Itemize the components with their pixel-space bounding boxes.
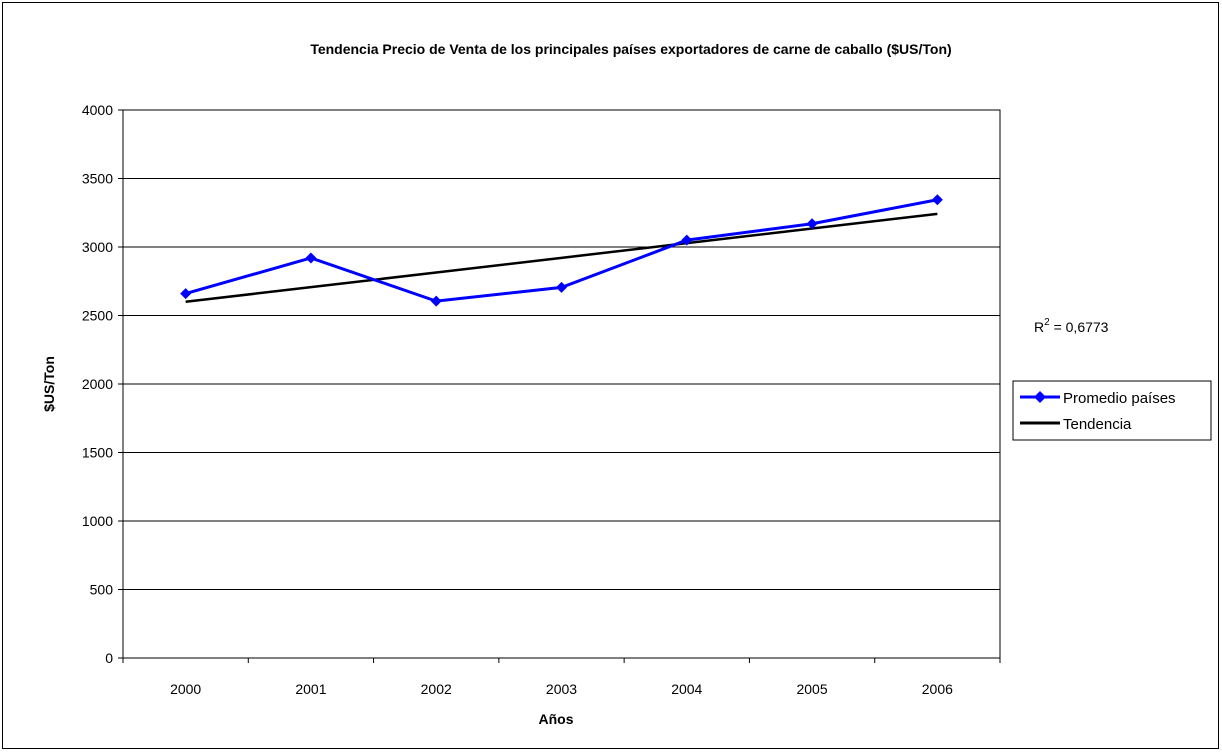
y-tick-label: 1000 [82,513,113,529]
r-squared-value: = 0,6773 [1050,319,1109,335]
series-layer [180,194,943,307]
x-tick-label: 2002 [421,681,452,697]
y-tick-labels: 0 500 1000 1500 2000 2500 3000 3500 4000 [82,102,113,666]
r-squared-superscript: 2 [1044,317,1050,328]
r-squared-annotation: R2 = 0,6773 [1034,317,1109,335]
legend-label-tendencia: Tendencia [1063,416,1132,433]
y-tick-label: 0 [105,650,113,666]
data-point-promedio [305,252,317,264]
y-tick-label: 2500 [82,308,113,324]
y-tick-label: 1500 [82,445,113,461]
y-tick-label: 500 [90,582,114,598]
legend-box [1012,380,1212,441]
gridlines [118,109,1000,659]
y-tick-label: 4000 [82,102,113,118]
data-point-promedio [556,281,567,293]
legend-marker-promedio [1034,391,1046,403]
x-axis-title: Años [539,711,574,727]
data-point-promedio [806,218,818,230]
data-point-promedio [681,234,693,246]
y-tick-label: 3500 [82,171,113,187]
x-tick-label: 2000 [170,681,201,697]
x-tick-labels: 2000 2001 2002 2003 2004 2005 2006 [170,681,953,697]
data-point-promedio [931,194,943,206]
legend-label-promedio: Promedio países [1063,390,1176,407]
x-tick-label: 2001 [295,681,326,697]
chart-title: Tendencia Precio de Venta de los princip… [310,41,951,57]
legend: Promedio países Tendencia [1012,380,1212,441]
x-tick-label: 2006 [922,681,953,697]
y-tick-label: 2000 [82,376,113,392]
data-point-promedio [430,295,442,307]
y-tick-label: 3000 [82,239,113,255]
x-tick-label: 2003 [546,681,577,697]
x-tick-label: 2004 [671,681,702,697]
data-point-promedio [180,288,192,300]
r-squared-letter: R [1034,319,1044,335]
y-axis-title: $US/Ton [41,356,57,412]
line-chart: Tendencia Precio de Venta de los princip… [41,41,1212,727]
axes [122,110,1001,663]
x-tick-label: 2005 [796,681,827,697]
